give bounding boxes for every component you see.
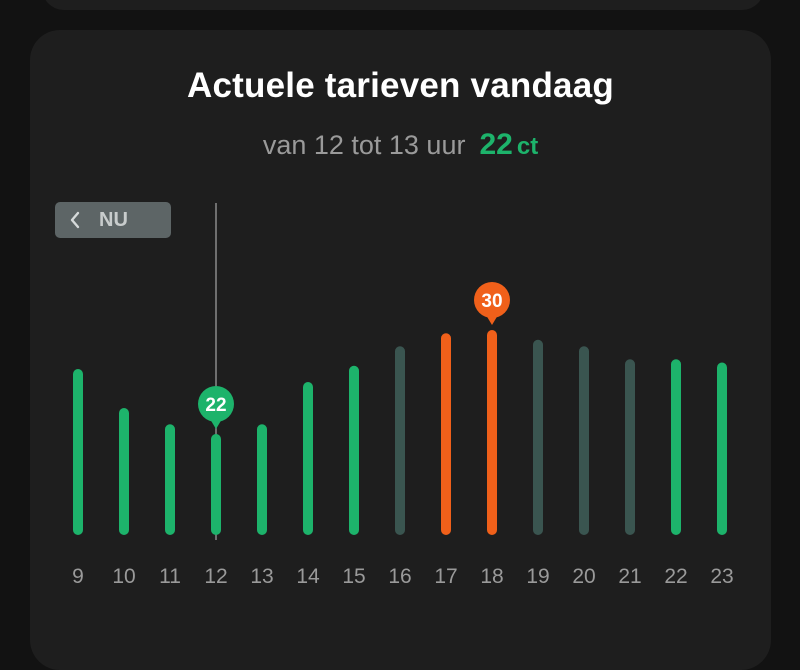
nu-button[interactable]: NU (55, 202, 171, 238)
x-tick-label: 23 (710, 565, 733, 588)
x-tick-label: 9 (72, 565, 84, 588)
chevron-left-icon (69, 211, 89, 229)
current-price-marker-bubble (198, 386, 234, 422)
x-tick-label: 16 (388, 565, 411, 588)
current-price-marker-pointer (210, 419, 222, 429)
x-tick-label: 14 (296, 565, 320, 588)
max-price-marker-pointer (486, 315, 498, 325)
x-tick-label: 13 (250, 565, 273, 588)
x-tick-label: 15 (342, 565, 365, 588)
card-title: Actuele tarieven vandaag (187, 66, 614, 105)
x-tick-label: 22 (664, 565, 687, 588)
current-period: van 12 tot 13 uur 22 ct (30, 128, 771, 162)
current-price-marker: 22 (198, 386, 234, 429)
price-chart: 9 10 11 12 13 14 15 16 17 18 19 20 21 22 23 22 30 (72, 203, 734, 588)
x-tick-label: 21 (618, 565, 641, 588)
max-price-marker-label: 30 (481, 291, 502, 312)
current-price-marker-label: 22 (205, 395, 226, 416)
x-tick-label: 20 (572, 565, 595, 588)
x-tick-label: 11 (159, 565, 181, 588)
x-tick-label: 19 (526, 565, 549, 588)
x-tick-label: 18 (480, 565, 503, 588)
period-text: van 12 tot 13 uur (262, 130, 466, 160)
x-tick-label: 17 (434, 565, 457, 588)
max-price-marker-bubble (474, 282, 510, 318)
price-unit: ct (516, 133, 539, 160)
x-tick-label: 12 (204, 565, 227, 588)
x-tick-label: 10 (112, 565, 135, 588)
current-price: 22 (479, 128, 513, 161)
price-card: Actuele tarieven vandaag van 12 tot 13 u… (30, 30, 771, 670)
nu-label: NU (99, 208, 128, 231)
previous-card (42, 0, 764, 10)
max-price-marker: 30 (474, 282, 510, 325)
